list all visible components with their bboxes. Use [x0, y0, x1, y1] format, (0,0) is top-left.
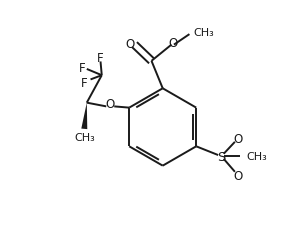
Text: O: O	[105, 98, 114, 111]
Text: CH₃: CH₃	[193, 28, 214, 38]
Text: F: F	[97, 52, 104, 65]
Polygon shape	[81, 103, 87, 130]
Text: F: F	[79, 62, 85, 75]
Text: CH₃: CH₃	[246, 152, 267, 162]
Text: CH₃: CH₃	[74, 132, 95, 142]
Text: O: O	[233, 132, 242, 145]
Text: O: O	[233, 169, 242, 182]
Text: F: F	[81, 77, 88, 90]
Text: O: O	[168, 37, 177, 50]
Text: S: S	[217, 150, 226, 163]
Text: O: O	[125, 38, 134, 51]
